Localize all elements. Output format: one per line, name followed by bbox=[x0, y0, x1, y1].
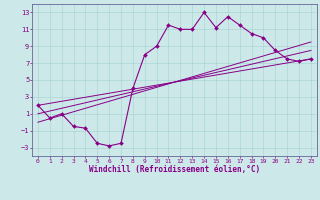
X-axis label: Windchill (Refroidissement éolien,°C): Windchill (Refroidissement éolien,°C) bbox=[89, 165, 260, 174]
